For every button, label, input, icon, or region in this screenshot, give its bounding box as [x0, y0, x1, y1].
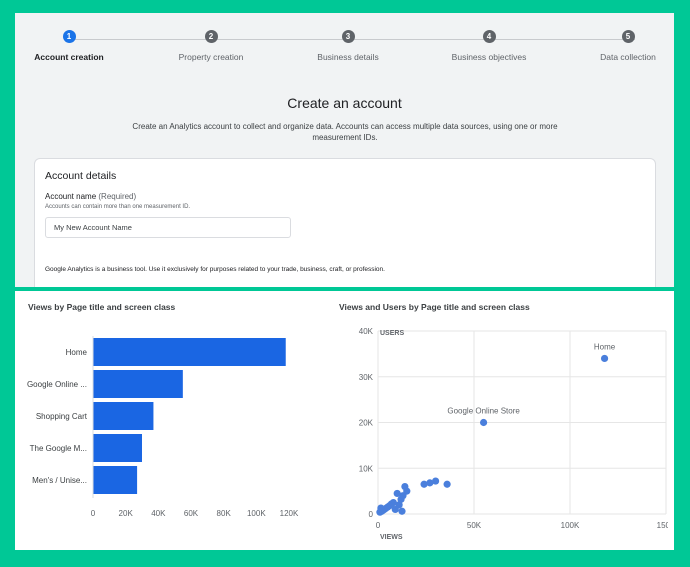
- bar-x-tick-label: 0: [91, 509, 96, 518]
- scatter-chart-title: Views and Users by Page title and screen…: [339, 302, 530, 312]
- scatter-y-tick-label: 20K: [359, 419, 374, 428]
- reports-panel: Views by Page title and screen class Vie…: [15, 291, 674, 550]
- bar-category-label: Google Online ...: [27, 380, 87, 389]
- scatter-point-22[interactable]: [398, 507, 406, 515]
- step-label: Account creation: [34, 52, 104, 62]
- scatter-point-9[interactable]: [397, 495, 405, 503]
- scatter-point-7[interactable]: [401, 482, 409, 491]
- bar-4[interactable]: [93, 466, 138, 494]
- bar-x-tick-label: 40K: [151, 509, 166, 518]
- bar-category-label: The Google M...: [30, 444, 87, 453]
- scatter-y-tick-label: 40K: [359, 327, 374, 336]
- step-number: 1: [62, 30, 76, 43]
- bar-1[interactable]: [93, 370, 183, 398]
- scatter-point-2[interactable]: [443, 480, 451, 488]
- page-title: Create an account: [287, 95, 402, 111]
- scatter-y-tick-label: 30K: [359, 373, 374, 382]
- setup-stepper: 1 Account creation 2 Property creation 3…: [15, 30, 674, 70]
- bar-3[interactable]: [93, 434, 142, 462]
- step-label: Property creation: [178, 52, 244, 62]
- card-heading: Account details: [45, 170, 117, 182]
- views-users-scatter-chart: 0 10K 20K 30K 40K 0 50K 100K 150K USERS VIEWS Home G…: [359, 327, 668, 541]
- scatter-y-tick-label: 10K: [359, 464, 374, 473]
- step-label: Business details: [317, 52, 379, 62]
- bar-x-tick-label: 20K: [119, 509, 134, 518]
- bar-category-label: Men's / Unise...: [32, 476, 87, 485]
- account-name-label-text: Account name: [45, 192, 97, 201]
- bar-x-tick-label: 60K: [184, 509, 199, 518]
- bar-category-label: Home: [66, 348, 88, 357]
- account-setup-panel: 1 Account creation 2 Property creation 3…: [15, 13, 674, 287]
- step-number: 5: [621, 30, 635, 43]
- account-name-input[interactable]: [45, 217, 291, 238]
- scatter-x-tick-label: 0: [376, 521, 381, 530]
- account-name-hint: Accounts can contain more than one measu…: [45, 204, 191, 210]
- scatter-x-axis-label: VIEWS: [380, 534, 403, 541]
- step-number: 4: [482, 30, 496, 43]
- account-name-label: Account name (Required): [45, 192, 136, 201]
- required-marker: (Required): [98, 192, 137, 201]
- scatter-x-tick-label: 50K: [467, 521, 482, 530]
- scatter-y-axis-label: USERS: [380, 330, 404, 337]
- stepper-line: [75, 39, 635, 40]
- scatter-y-tick-label: 0: [369, 510, 374, 519]
- step-account-creation[interactable]: 1 Account creation: [27, 30, 111, 62]
- scatter-point-0[interactable]: [600, 354, 609, 363]
- step-business-objectives[interactable]: 4 Business objectives: [447, 30, 531, 62]
- scatter-point-11[interactable]: [393, 489, 401, 498]
- scatter-point-12[interactable]: [391, 505, 399, 514]
- bar-x-tick-label: 100K: [247, 509, 266, 518]
- scatter-point-1[interactable]: [480, 418, 488, 427]
- business-tool-notice: Google Analytics is a business tool. Use…: [45, 266, 385, 273]
- bar-chart-title: Views by Page title and screen class: [28, 302, 176, 312]
- step-number: 2: [204, 30, 218, 43]
- scatter-x-tick-label: 100K: [561, 521, 580, 530]
- bar-x-tick-label: 120K: [280, 509, 299, 518]
- scatter-annotation: Home: [594, 342, 616, 351]
- step-data-collection[interactable]: 5 Data collection: [586, 30, 670, 62]
- bar-category-label: Shopping Cart: [36, 412, 88, 421]
- bar-x-tick-label: 80K: [217, 509, 232, 518]
- step-number: 3: [341, 30, 355, 43]
- step-label: Business objectives: [451, 52, 527, 62]
- scatter-point-21[interactable]: [376, 508, 384, 516]
- scatter-point-5[interactable]: [420, 480, 428, 488]
- page-description: Create an Analytics account to collect a…: [132, 122, 558, 142]
- step-business-details[interactable]: 3 Business details: [306, 30, 390, 62]
- scatter-x-tick-label: 150K: [657, 521, 668, 530]
- scatter-point-3[interactable]: [432, 477, 440, 485]
- views-bar-chart: Home Google Online ... Shopping Cart The Go…: [27, 336, 299, 518]
- bar-0[interactable]: [93, 338, 286, 366]
- scatter-point-4[interactable]: [426, 479, 434, 487]
- account-details-card: Account details Account name (Required) …: [34, 158, 656, 287]
- scatter-annotation: Google Online Store: [447, 407, 520, 416]
- bar-2[interactable]: [93, 402, 154, 430]
- step-label: Data collection: [600, 52, 656, 62]
- step-property-creation[interactable]: 2 Property creation: [169, 30, 253, 62]
